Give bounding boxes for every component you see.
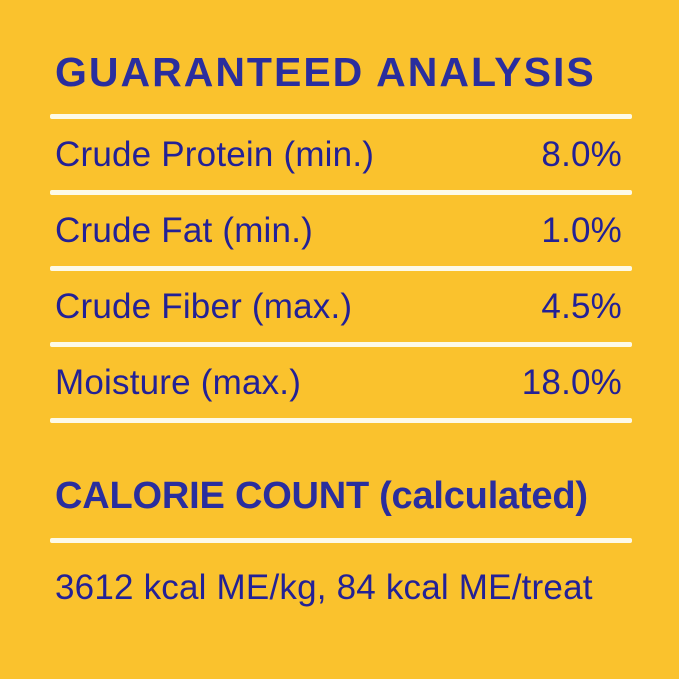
- analysis-row-protein: Crude Protein (min.) 8.0%: [55, 119, 622, 190]
- nutrient-value: 18.0%: [521, 362, 622, 402]
- guaranteed-analysis-title: GUARANTEED ANALYSIS: [55, 49, 596, 95]
- calorie-count-title: CALORIE COUNT (calculated): [55, 475, 639, 517]
- nutrient-value: 8.0%: [541, 134, 622, 174]
- calorie-count-value: 3612 kcal ME/kg, 84 kcal ME/treat: [55, 567, 593, 607]
- nutrient-label: Moisture (max.): [55, 362, 302, 402]
- divider: [50, 266, 632, 271]
- nutrient-label: Crude Fat (min.): [55, 210, 313, 250]
- calorie-count-title-main: CALORIE COUNT: [55, 475, 370, 517]
- divider: [50, 342, 632, 347]
- divider: [50, 114, 632, 119]
- analysis-row-fat: Crude Fat (min.) 1.0%: [55, 195, 622, 266]
- nutrient-value: 4.5%: [541, 286, 622, 326]
- divider: [50, 537, 632, 543]
- divider: [50, 190, 632, 195]
- nutrient-value: 1.0%: [541, 210, 622, 250]
- nutrient-label: Crude Protein (min.): [55, 134, 375, 174]
- analysis-row-moisture: Moisture (max.) 18.0%: [55, 347, 622, 418]
- analysis-row-fiber: Crude Fiber (max.) 4.5%: [55, 271, 622, 342]
- nutrient-label: Crude Fiber (max.): [55, 286, 353, 326]
- divider: [50, 418, 632, 423]
- calorie-count-title-suffix: (calculated): [379, 475, 588, 517]
- panel-content: GUARANTEED ANALYSIS Crude Protein (min.)…: [50, 49, 639, 607]
